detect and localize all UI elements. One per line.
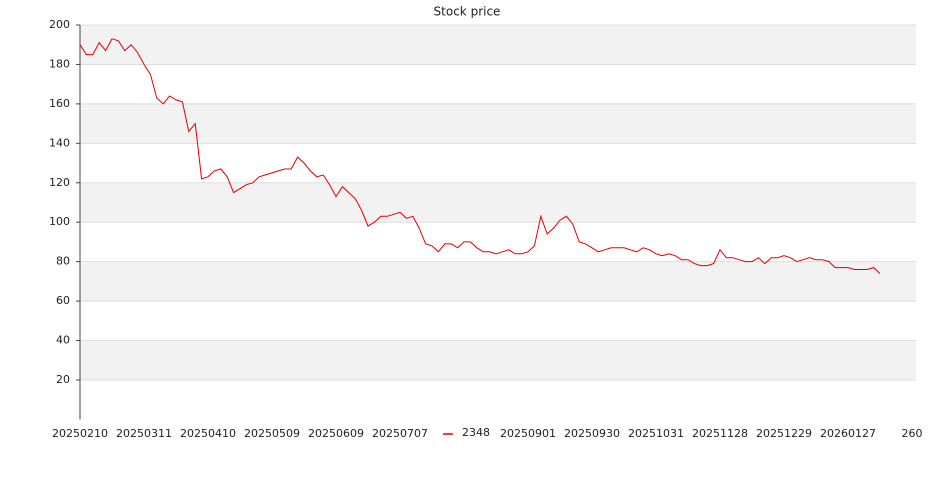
band bbox=[80, 25, 916, 65]
y-tick-label: 180 bbox=[49, 57, 70, 70]
x-tick-label: 20251031 bbox=[628, 427, 684, 440]
x-tick-label: 20250311 bbox=[116, 427, 172, 440]
x-tick-label: 260 bbox=[902, 427, 923, 440]
legend-label: 2348 bbox=[462, 426, 490, 439]
band bbox=[80, 182, 916, 223]
x-tick-label: 20251229 bbox=[756, 427, 812, 440]
band bbox=[80, 103, 916, 144]
y-tick-label: 100 bbox=[49, 215, 70, 228]
x-tick-label: 20260127 bbox=[820, 427, 876, 440]
legend-bg bbox=[439, 426, 497, 442]
x-tick-label: 20250210 bbox=[52, 427, 108, 440]
y-tick-label: 80 bbox=[56, 255, 70, 268]
y-tick-label: 60 bbox=[56, 294, 70, 307]
band bbox=[80, 261, 916, 302]
x-tick-label: 20250609 bbox=[308, 427, 364, 440]
y-tick-label: 120 bbox=[49, 176, 70, 189]
y-tick-label: 160 bbox=[49, 97, 70, 110]
band bbox=[80, 340, 916, 380]
y-tick-label: 40 bbox=[56, 334, 70, 347]
x-tick-label: 20250930 bbox=[564, 427, 620, 440]
x-tick-label: 20250410 bbox=[180, 427, 236, 440]
price-line bbox=[79, 38, 881, 274]
x-tick-label: 20250901 bbox=[500, 427, 556, 440]
x-tick-label: 20250707 bbox=[372, 427, 428, 440]
y-tick-label: 140 bbox=[49, 136, 70, 149]
chart-title: Stock price bbox=[434, 5, 501, 19]
y-tick-label: 20 bbox=[56, 373, 70, 386]
x-tick-label: 20250509 bbox=[244, 427, 300, 440]
y-tick-label: 200 bbox=[49, 18, 70, 31]
x-tick-label: 20251128 bbox=[692, 427, 748, 440]
